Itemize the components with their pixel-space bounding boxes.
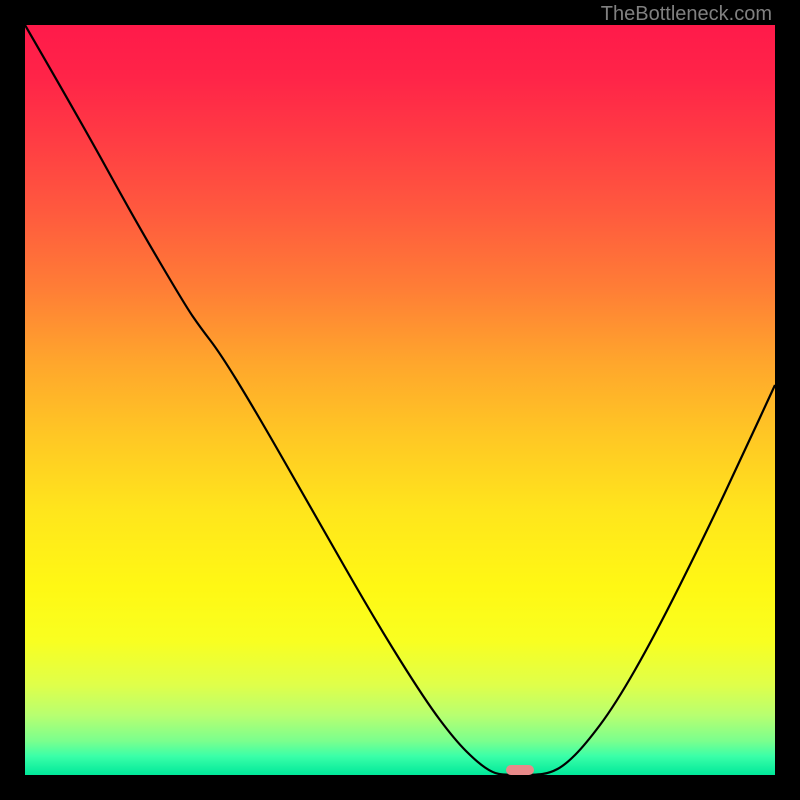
watermark-text: TheBottleneck.com [601, 3, 772, 26]
chart-plot-area [25, 25, 775, 775]
bottleneck-curve [25, 25, 775, 775]
optimal-marker [506, 765, 534, 775]
chart-curve-layer [25, 25, 775, 775]
